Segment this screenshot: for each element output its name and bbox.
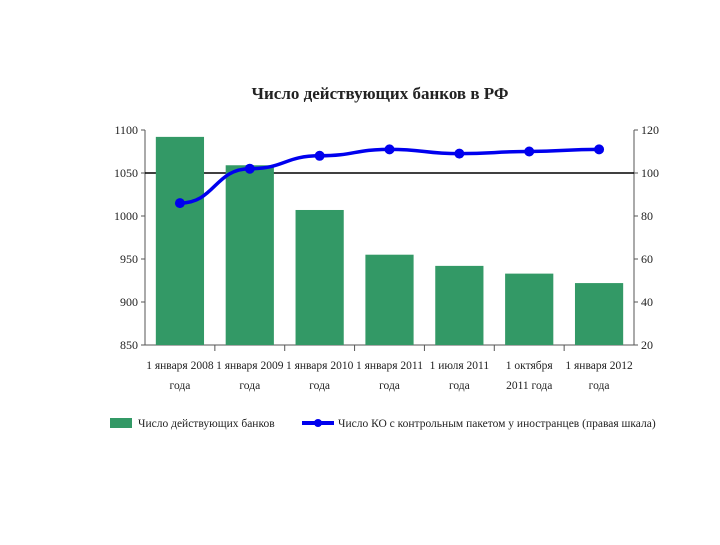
chart-legend: Число действующих банков Число КО с контр… [110,418,656,430]
category-label: 2011 года [506,380,552,392]
bar [295,209,344,345]
legend-label-line: Число КО с контрольным пакетом у иностра… [338,418,656,430]
right-tick-label: 40 [641,295,653,309]
category-label: 1 июля 2011 [430,360,490,372]
line-point [244,163,255,174]
line-point [524,146,535,157]
bar-series-layer [155,136,624,345]
bar [435,265,484,345]
left-tick-label: 1000 [114,209,138,223]
left-tick-label: 950 [120,252,138,266]
chart-title: Число действующих банков в РФ [252,84,509,103]
category-label: 1 октября [506,360,554,372]
right-tick-label: 60 [641,252,653,266]
left-axis: 850 900 950 1000 1050 1100 [114,123,145,352]
category-label: года [309,380,330,392]
right-tick-label: 120 [641,123,659,137]
line-series-layer [174,144,605,209]
left-tick-label: 850 [120,338,138,352]
legend-line-marker [314,419,322,427]
legend-label-bar: Число действующих банков [138,418,275,430]
category-label: года [589,380,610,392]
bar [574,283,624,345]
bar [155,136,205,345]
bar [365,254,414,345]
category-label: года [170,380,191,392]
bar [225,165,274,345]
line-point [454,148,465,159]
bar [505,273,554,345]
category-label: года [239,380,260,392]
right-axis: 20 40 60 80 100 120 [634,123,659,352]
category-label: 1 января 2009 [216,360,284,372]
right-tick-label: 20 [641,338,653,352]
left-tick-label: 1050 [114,166,138,180]
category-label: 1 января 2010 [286,360,354,372]
category-axis: 1 января 2008 года 1 января 2009 года 1 янва… [146,345,633,392]
left-tick-label: 1100 [114,123,138,137]
category-label: 1 января 2012 [565,360,633,372]
line-point [594,144,605,155]
right-tick-label: 80 [641,209,653,223]
left-tick-label: 900 [120,295,138,309]
category-label: 1 января 2011 [356,360,423,372]
legend-bar-swatch [110,418,132,428]
category-label: 1 января 2008 [146,360,214,372]
right-tick-label: 100 [641,166,659,180]
line-point [174,198,185,209]
line-point [314,150,325,161]
category-label: года [449,380,470,392]
line-point [384,144,395,155]
category-label: года [379,380,400,392]
